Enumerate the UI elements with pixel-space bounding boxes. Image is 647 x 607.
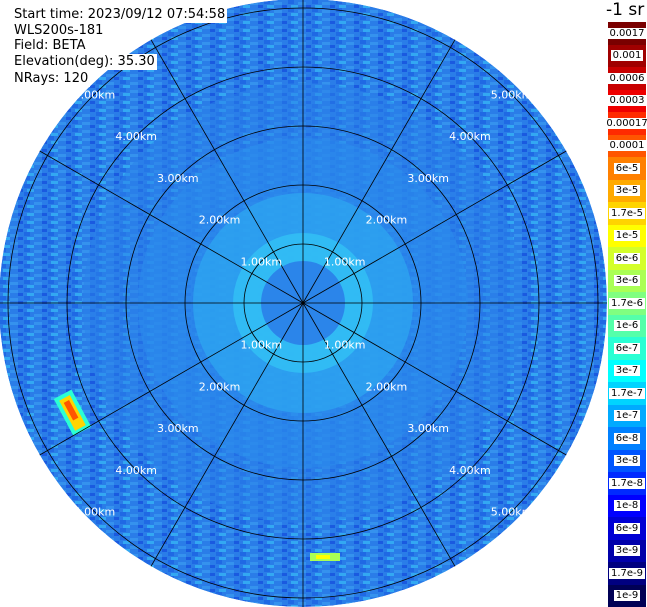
- colorbar-swatch: 6e-9: [608, 517, 646, 540]
- colorbar-tick-label: 6e-8: [613, 432, 641, 444]
- range-ring-label: 1.00km: [324, 339, 366, 352]
- range-ring-label: 5.00km: [491, 88, 533, 101]
- colorbar-tick-label: 0.00017: [604, 117, 647, 129]
- colorbar-swatch: 1e-6: [608, 314, 646, 337]
- colorbar-swatch: 1.7e-9: [608, 562, 646, 585]
- colorbar-tick-label: 1e-7: [613, 410, 641, 422]
- colorbar-tick-label: 6e-5: [613, 162, 641, 174]
- elevation-label: Elevation(deg): 35.30: [12, 54, 157, 70]
- colorbar-tick-label: 0.001: [610, 50, 644, 62]
- azimuth-line: [39, 302, 304, 456]
- colorbar-tick-label: 0.0017: [607, 27, 647, 39]
- colorbar-tick-label: 0.0001: [607, 140, 647, 152]
- range-ring-label: 4.00km: [115, 464, 157, 477]
- azimuth-line: [302, 150, 567, 304]
- colorbar-swatch: 1e-5: [608, 224, 646, 247]
- colorbar-tick-label: 0.0006: [607, 72, 647, 84]
- range-ring-label: 4.00km: [449, 130, 491, 143]
- colorbar-swatch: 0.0001: [607, 134, 647, 157]
- start-time-label: Start time: 2023/09/12 07:54:58: [12, 7, 228, 23]
- colorbar-tick-label: 6e-7: [613, 342, 641, 354]
- polar-grid: [0, 0, 607, 607]
- colorbar-swatch: 6e-8: [608, 427, 646, 450]
- range-ring-label: 3.00km: [157, 172, 199, 185]
- colorbar-tick-label: 3e-6: [613, 275, 641, 287]
- range-ring-label: 2.00km: [366, 380, 408, 393]
- colorbar-tick-label: 1.7e-5: [608, 207, 646, 219]
- colorbar-swatch: 1.7e-7: [608, 382, 646, 405]
- colorbar-swatch: 3e-6: [608, 269, 646, 292]
- colorbar-tick-label: 0.0003: [607, 95, 647, 107]
- range-ring-label: 2.00km: [199, 380, 241, 393]
- range-ring-label: 5.00km: [74, 88, 116, 101]
- colorbar-tick-label: 1e-8: [613, 500, 641, 512]
- colorbar-tick-label: 3e-9: [613, 545, 641, 557]
- colorbar-swatch: 0.0006: [607, 67, 647, 90]
- range-ring-label: 3.00km: [407, 422, 449, 435]
- colorbar-swatch: 1e-8: [608, 494, 646, 517]
- range-ring-label: 1.00km: [240, 339, 282, 352]
- range-ring-label: 2.00km: [199, 214, 241, 227]
- colorbar-tick-label: 1e-5: [613, 230, 641, 242]
- colorbar-swatch: 0.001: [608, 44, 646, 67]
- colorbar-tick-label: 1.7e-9: [608, 567, 646, 579]
- colorbar-swatch: 3e-8: [608, 449, 646, 472]
- colorbar-tick-label: 1e-6: [613, 320, 641, 332]
- colorbar-swatch: 3e-9: [608, 539, 646, 562]
- echo-west: [53, 389, 92, 437]
- colorbar-tick-label: 1.7e-8: [608, 477, 646, 489]
- azimuth-line: [150, 39, 304, 304]
- azimuth-line: [39, 150, 304, 304]
- colorbar-tick-label: 3e-5: [613, 185, 641, 197]
- range-ring-label: 3.00km: [157, 422, 199, 435]
- range-ring-label: 5.00km: [74, 506, 116, 519]
- colorbar-tick-label: 3e-8: [613, 455, 641, 467]
- colorbar-tick-label: 6e-6: [613, 252, 641, 264]
- range-ring-label: 3.00km: [407, 172, 449, 185]
- azimuth-line: [302, 302, 456, 567]
- azimuth-line: [150, 302, 304, 567]
- colorbar-swatch: 3e-5: [608, 179, 646, 202]
- instrument-label: WLS200s-181: [12, 23, 106, 39]
- colorbar-swatch: 1.7e-6: [608, 292, 646, 315]
- colorbar-swatch: 1e-9: [608, 584, 646, 607]
- colorbar-swatch: 0.0003: [607, 89, 647, 112]
- range-ring-label: 4.00km: [449, 464, 491, 477]
- colorbar-swatch: 0.00017: [604, 112, 647, 135]
- colorbar-swatch: 0.0017: [607, 22, 647, 45]
- colorbar-tick-label: 3e-7: [613, 365, 641, 377]
- colorbar-unit: -1 sr: [606, 0, 645, 20]
- echo-south: [310, 553, 340, 561]
- range-ring-label: 1.00km: [324, 255, 366, 268]
- range-ring-label: 5.00km: [491, 506, 533, 519]
- colorbar-swatch: 6e-6: [608, 247, 646, 270]
- range-ring-label: 4.00km: [115, 130, 157, 143]
- range-ring-label: 1.00km: [240, 255, 282, 268]
- colorbar-swatch: 1.7e-8: [608, 472, 646, 495]
- azimuth-line: [302, 302, 567, 456]
- colorbar-swatch: 3e-7: [608, 359, 646, 382]
- colorbar-tick-label: 1.7e-7: [608, 387, 646, 399]
- colorbar-swatch: 6e-5: [608, 157, 646, 180]
- range-ring-labels: 1.00km 1.00km 1.00km 1.00km 2.00km 2.00km 2.00…: [74, 88, 533, 518]
- azimuth-line: [302, 39, 456, 304]
- colorbar-swatch: 1.7e-5: [608, 202, 646, 225]
- range-ring-label: 2.00km: [366, 214, 408, 227]
- colorbar-swatch: 1e-7: [608, 404, 646, 427]
- colorbar-tick-label: 6e-9: [613, 522, 641, 534]
- field-label: Field: BETA: [12, 38, 88, 54]
- colorbar-swatch: 6e-7: [608, 337, 646, 360]
- colorbar-tick-label: 1.7e-6: [608, 297, 646, 309]
- colorbar-tick-label: 1e-9: [613, 590, 641, 602]
- nrays-label: NRays: 120: [12, 71, 91, 87]
